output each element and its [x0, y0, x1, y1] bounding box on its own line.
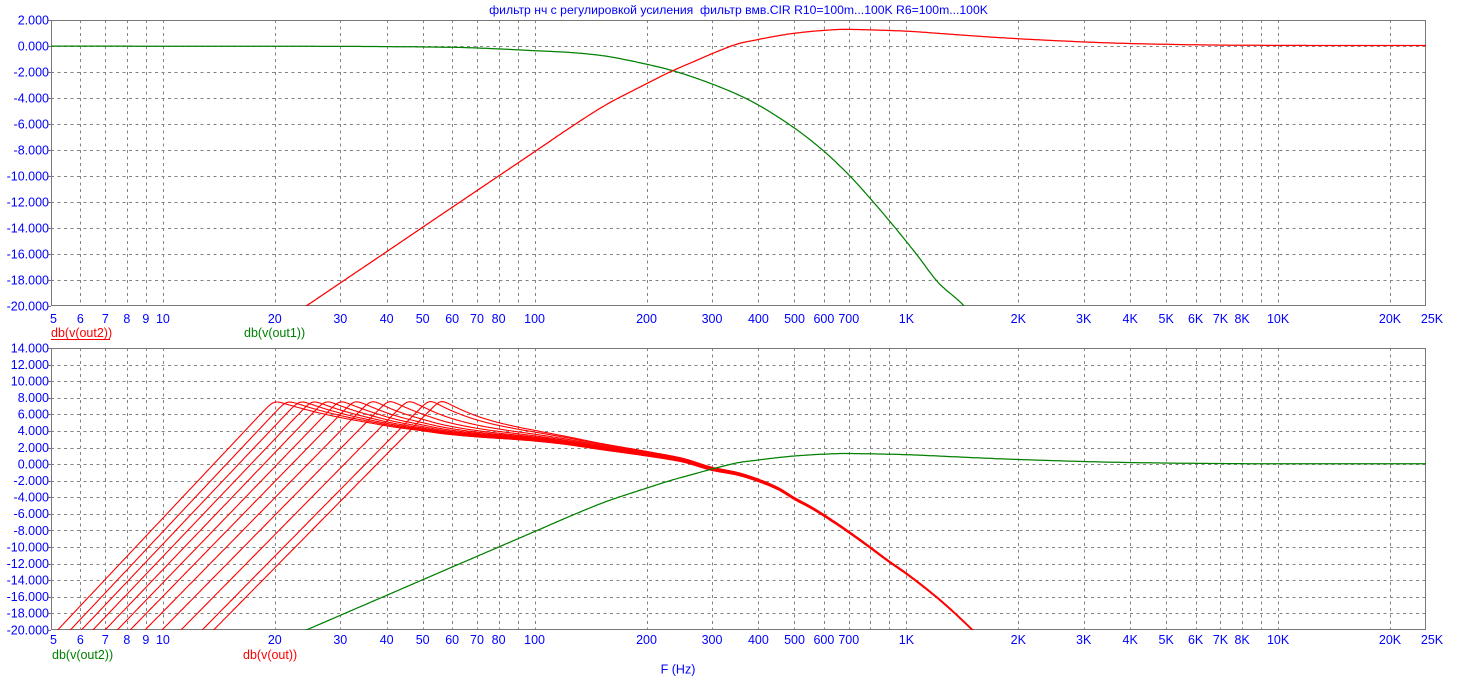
svg-text:70: 70	[470, 312, 484, 326]
svg-text:db(v(out2)): db(v(out2))	[51, 326, 112, 340]
svg-text:20: 20	[268, 312, 282, 326]
svg-text:80: 80	[492, 633, 506, 647]
svg-text:2.000: 2.000	[18, 13, 49, 27]
svg-text:5K: 5K	[1159, 312, 1175, 326]
svg-text:40: 40	[380, 312, 394, 326]
svg-text:6: 6	[77, 633, 84, 647]
svg-text:600: 600	[813, 633, 834, 647]
svg-text:5: 5	[50, 312, 57, 326]
svg-text:500: 500	[784, 633, 805, 647]
svg-text:9: 9	[142, 312, 149, 326]
svg-text:60: 60	[445, 312, 459, 326]
svg-text:20: 20	[268, 633, 282, 647]
svg-text:db(v(out)): db(v(out))	[243, 648, 297, 662]
svg-text:9: 9	[142, 633, 149, 647]
svg-text:2K: 2K	[1011, 633, 1027, 647]
svg-text:6K: 6K	[1188, 312, 1204, 326]
svg-text:-14.000: -14.000	[7, 574, 49, 588]
svg-text:40: 40	[380, 633, 394, 647]
svg-text:F (Hz): F (Hz)	[661, 663, 696, 677]
svg-text:-2.000: -2.000	[14, 474, 49, 488]
svg-text:-4.000: -4.000	[14, 491, 49, 505]
svg-text:-16.000: -16.000	[7, 247, 49, 261]
svg-text:200: 200	[636, 633, 657, 647]
svg-text:-8.000: -8.000	[14, 524, 49, 538]
svg-text:-6.000: -6.000	[14, 507, 49, 521]
svg-text:80: 80	[492, 312, 506, 326]
svg-text:7K: 7K	[1213, 312, 1229, 326]
svg-text:1K: 1K	[899, 312, 915, 326]
svg-text:4K: 4K	[1123, 633, 1139, 647]
svg-text:1K: 1K	[899, 633, 915, 647]
svg-text:600: 600	[813, 312, 834, 326]
svg-text:300: 300	[702, 633, 723, 647]
svg-text:4K: 4K	[1123, 312, 1139, 326]
svg-text:100: 100	[524, 312, 545, 326]
svg-text:3K: 3K	[1076, 312, 1092, 326]
svg-text:7: 7	[102, 312, 109, 326]
svg-text:5K: 5K	[1159, 633, 1175, 647]
svg-text:10: 10	[156, 633, 170, 647]
svg-text:-20.000: -20.000	[7, 623, 49, 637]
svg-text:30: 30	[333, 633, 347, 647]
svg-text:25K: 25K	[1421, 312, 1444, 326]
svg-text:700: 700	[838, 312, 859, 326]
svg-text:4.000: 4.000	[18, 424, 49, 438]
svg-text:12.000: 12.000	[11, 358, 49, 372]
svg-text:100: 100	[524, 633, 545, 647]
svg-text:8K: 8K	[1234, 633, 1250, 647]
svg-text:6K: 6K	[1188, 633, 1204, 647]
svg-text:-16.000: -16.000	[7, 590, 49, 604]
svg-text:-12.000: -12.000	[7, 195, 49, 209]
svg-text:70: 70	[470, 633, 484, 647]
svg-text:10: 10	[156, 312, 170, 326]
svg-text:0.000: 0.000	[18, 39, 49, 53]
svg-text:-12.000: -12.000	[7, 557, 49, 571]
svg-text:8: 8	[123, 633, 130, 647]
svg-text:14.000: 14.000	[11, 341, 49, 355]
svg-text:-18.000: -18.000	[7, 273, 49, 287]
svg-text:0.000: 0.000	[18, 457, 49, 471]
svg-text:db(v(out1)): db(v(out1))	[244, 326, 305, 340]
svg-text:25K: 25K	[1421, 633, 1444, 647]
svg-text:10.000: 10.000	[11, 375, 49, 389]
svg-text:7: 7	[102, 633, 109, 647]
svg-text:-8.000: -8.000	[14, 143, 49, 157]
svg-text:20K: 20K	[1379, 312, 1402, 326]
svg-text:-14.000: -14.000	[7, 221, 49, 235]
svg-text:8K: 8K	[1234, 312, 1250, 326]
svg-text:3K: 3K	[1076, 633, 1092, 647]
svg-text:-2.000: -2.000	[14, 65, 49, 79]
svg-text:-6.000: -6.000	[14, 117, 49, 131]
svg-text:400: 400	[748, 312, 769, 326]
svg-text:700: 700	[838, 633, 859, 647]
svg-text:2.000: 2.000	[18, 441, 49, 455]
svg-text:6.000: 6.000	[18, 408, 49, 422]
svg-text:6: 6	[77, 312, 84, 326]
svg-text:-18.000: -18.000	[7, 607, 49, 621]
svg-text:7K: 7K	[1213, 633, 1229, 647]
svg-text:50: 50	[416, 633, 430, 647]
svg-text:500: 500	[784, 312, 805, 326]
svg-text:60: 60	[445, 633, 459, 647]
svg-text:db(v(out2)): db(v(out2))	[52, 648, 113, 662]
svg-text:-10.000: -10.000	[7, 540, 49, 554]
svg-text:5: 5	[50, 633, 57, 647]
svg-text:фильтр нч с регулировкой усиле: фильтр нч с регулировкой усиления фильтр…	[489, 3, 988, 17]
svg-text:8: 8	[123, 312, 130, 326]
svg-text:8.000: 8.000	[18, 391, 49, 405]
svg-text:-20.000: -20.000	[7, 299, 49, 313]
svg-text:50: 50	[416, 312, 430, 326]
svg-text:20K: 20K	[1379, 633, 1402, 647]
svg-text:30: 30	[333, 312, 347, 326]
svg-text:2K: 2K	[1011, 312, 1027, 326]
svg-text:-4.000: -4.000	[14, 91, 49, 105]
svg-text:200: 200	[636, 312, 657, 326]
svg-text:400: 400	[748, 633, 769, 647]
svg-text:300: 300	[702, 312, 723, 326]
svg-text:10K: 10K	[1267, 633, 1290, 647]
svg-text:10K: 10K	[1267, 312, 1290, 326]
svg-text:-10.000: -10.000	[7, 169, 49, 183]
